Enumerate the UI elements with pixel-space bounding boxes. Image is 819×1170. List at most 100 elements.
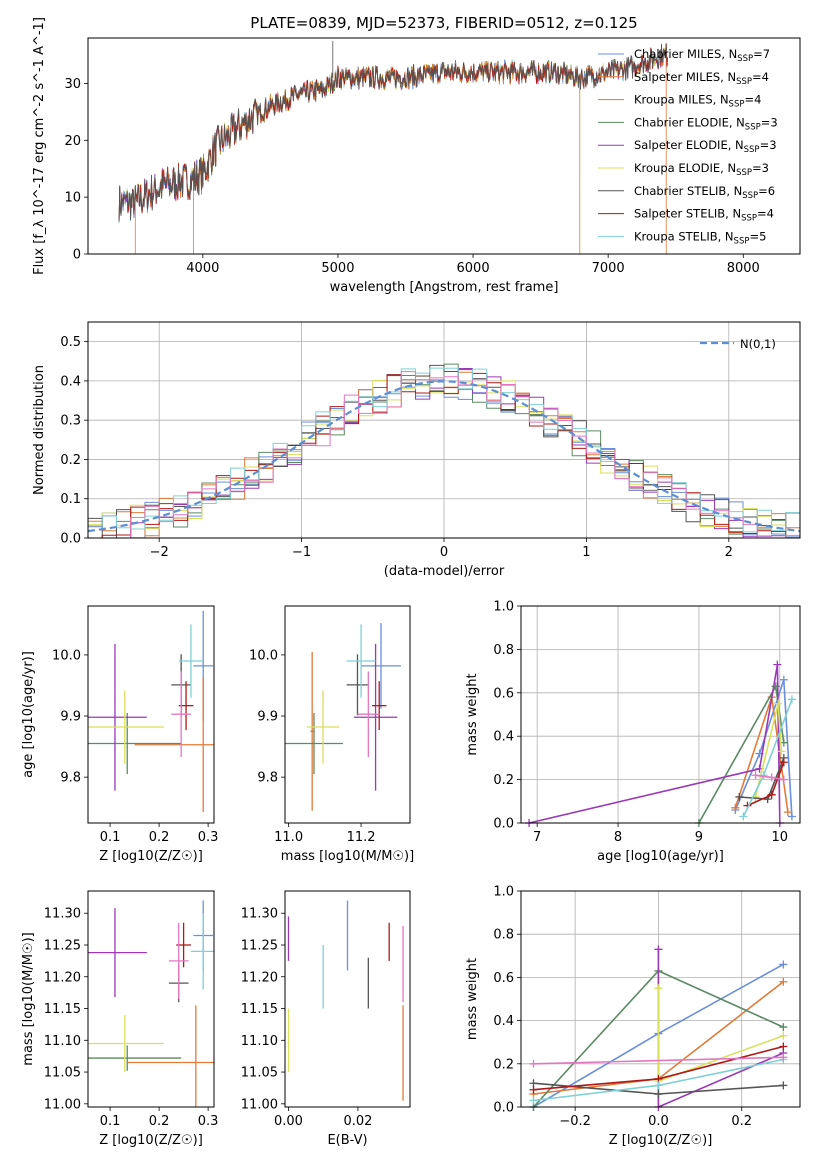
axes-frame [87,321,801,539]
x-axis-label: (data-model)/error [384,564,505,579]
x-tick-label: 7 [533,830,541,845]
spectrum-title: PLATE=0839, MJD=52373, FIBERID=0512, z=0… [250,14,637,32]
weight-series-line [657,988,784,1083]
axes-frame [284,890,411,1108]
y-tick-label: 11.30 [241,907,278,922]
y-tick-label: 0.1 [60,492,81,507]
legend-text: Salpeter STELIB, N [634,207,741,221]
weight-point [783,808,792,817]
weight-point [787,695,796,704]
legend-text: Kroupa STELIB, N [634,229,734,243]
x-tick-label: 5000 [321,261,354,276]
weight-point [767,773,776,782]
x-tick-label: 1 [582,545,590,560]
axes-frame [87,605,215,824]
y-tick-label: 0.4 [493,1014,514,1029]
legend-entry: Chabrier MILES, NSSP=7 [634,47,770,64]
x-tick-label: −0.2 [559,1114,591,1129]
weight-point [654,1081,663,1090]
y-tick-label: 30 [64,77,81,92]
x-axis-label: wavelength [Angstrom, rest frame] [330,280,559,295]
x-tick-label: 11.0 [274,830,303,845]
legend-text: Salpeter ELODIE, N [634,138,744,152]
age-vs-mass-panel: 11.0 11.2 9.8 9.9 10.0 mass [log10(M/M☉)] [249,605,414,864]
x-tick-label: 0 [440,545,448,560]
y-tick-label: 0.2 [493,1057,514,1072]
y-axis-label: Flux [f_λ 10^-17 erg cm^-2 s^-1 A^-1] [32,17,47,275]
y-tick-label: 0.6 [493,971,514,986]
legend-entry: Kroupa STELIB, NSSP=5 [634,229,766,246]
legend-entry: Kroupa ELODIE, NSSP=3 [634,161,769,178]
legend-text: Chabrier STELIB, N [634,184,742,198]
axes-frame [520,605,801,824]
x-tick-label: 4000 [186,261,219,276]
legend-subscript: SSP [742,191,758,201]
y-tick-label: 11.05 [44,1066,81,1081]
y-tick-label: 0.0 [60,532,81,547]
weight-point [779,1023,788,1032]
x-tick-label: 8000 [727,261,760,276]
x-tick-label: 0.02 [343,1114,372,1129]
y-tick-label: 9.9 [60,710,81,725]
x-axis-label: E(B-V) [327,1133,367,1148]
y-tick-label: 9.8 [60,771,81,786]
legend-entry: Chabrier STELIB, NSSP=6 [634,184,775,201]
y-tick-label: 10 [64,191,81,206]
weight-point [767,790,776,799]
weight-point [779,1042,788,1051]
axes-frame [284,605,411,824]
weight-point [751,771,760,780]
y-tick-label: 0.2 [60,453,81,468]
weight-point [529,1085,538,1094]
spectrum-panel: 4000 5000 6000 7000 8000 0 10 20 30 wavelength [A… [32,17,801,295]
weight-point [787,812,796,821]
legend-entry: Salpeter ELODIE, NSSP=3 [634,138,777,155]
spectrum-series-line [118,44,668,221]
legend-subscript: SSP [737,54,753,64]
weight-point [779,1031,788,1040]
x-tick-label: 0.3 [198,1114,219,1129]
y-tick-label: 11.10 [241,1034,278,1049]
legend-text: Chabrier MILES, N [634,47,737,61]
x-tick-label: 0.2 [149,830,170,845]
legend-subscript: SSP [729,100,745,110]
y-tick-label: 0.0 [493,1101,514,1116]
x-tick-label: 6000 [457,261,490,276]
x-axis-label: Z [log10(Z/Z☉)] [99,1133,203,1148]
legend-subscript: SSP [745,122,761,132]
x-tick-label: 2 [725,545,733,560]
x-axis-label: mass [log10(M/M☉)] [281,849,414,864]
x-tick-label: −1 [292,545,311,560]
legend-subscript: SSP [741,214,757,224]
y-axis-label: mass weight [465,958,480,1040]
y-tick-label: 20 [64,134,81,149]
legend-entry: Chabrier ELODIE, NSSP=3 [634,115,778,132]
x-tick-label: 8 [614,830,622,845]
x-tick-label: 7000 [592,261,625,276]
weight-point [735,792,744,801]
weight-point [739,812,748,821]
normal-curve [87,380,801,533]
weight-point [779,1081,788,1090]
y-tick-label: 11.05 [241,1066,278,1081]
y-axis-label: mass weight [465,673,480,755]
y-axis-label: age [log10(age/yr)] [21,651,36,778]
legend-text: =7 [753,47,770,61]
weight-vs-Z-panel: −0.2 0.0 0.2 0.0 0.2 0.4 0.6 0.8 1.0 Z [log10(Z/Z… [465,885,801,1148]
weight-point [773,660,782,669]
y-tick-label: 0.3 [60,414,81,429]
spectrum-series-line [192,60,581,254]
weight-point [654,984,663,993]
legend-text: =4 [752,70,769,84]
legend-entry: Salpeter STELIB, NSSP=4 [634,207,774,224]
legend-entry: Kroupa MILES, NSSP=4 [634,93,761,110]
legend-subscript: SSP [744,145,760,155]
weight-point [731,803,740,812]
y-tick-label: 0.4 [493,730,514,745]
weight-point [774,699,783,708]
y-tick-label: 11.30 [44,907,81,922]
weight-point [779,758,788,767]
x-tick-label: 0.00 [274,1114,303,1129]
weight-point [779,960,788,969]
